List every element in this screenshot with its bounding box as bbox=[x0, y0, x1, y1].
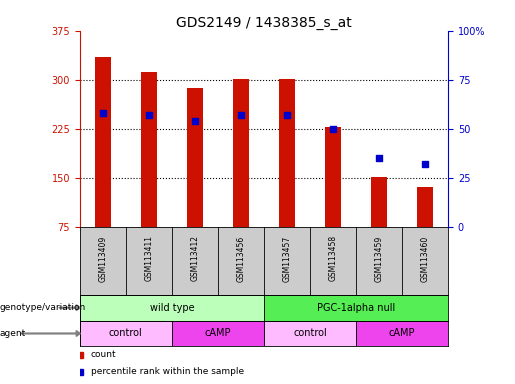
Text: GSM113458: GSM113458 bbox=[329, 235, 337, 281]
Bar bbox=[264, 295, 448, 321]
Text: cAMP: cAMP bbox=[204, 328, 231, 338]
Bar bbox=[371, 177, 387, 227]
Bar bbox=[141, 72, 157, 227]
Bar bbox=[95, 57, 111, 227]
Title: GDS2149 / 1438385_s_at: GDS2149 / 1438385_s_at bbox=[176, 16, 352, 30]
Bar bbox=[233, 79, 249, 227]
Text: GSM113457: GSM113457 bbox=[282, 235, 291, 281]
Text: control: control bbox=[109, 328, 143, 338]
Text: GSM113456: GSM113456 bbox=[236, 235, 246, 281]
Bar bbox=[279, 79, 295, 227]
Text: GSM113459: GSM113459 bbox=[374, 235, 384, 281]
Point bbox=[329, 126, 337, 132]
Point bbox=[283, 112, 291, 118]
Bar bbox=[356, 321, 448, 346]
Bar bbox=[172, 321, 264, 346]
Text: PGC-1alpha null: PGC-1alpha null bbox=[317, 303, 395, 313]
Text: genotype/variation: genotype/variation bbox=[0, 303, 86, 312]
Bar bbox=[80, 321, 172, 346]
Bar bbox=[417, 187, 433, 227]
Point bbox=[145, 112, 153, 118]
Bar bbox=[264, 321, 356, 346]
Point bbox=[191, 118, 199, 124]
Text: GSM113411: GSM113411 bbox=[144, 235, 153, 281]
Point bbox=[99, 110, 107, 116]
Point bbox=[375, 156, 383, 162]
Text: GSM113412: GSM113412 bbox=[191, 235, 199, 281]
Text: cAMP: cAMP bbox=[389, 328, 415, 338]
Text: GSM113460: GSM113460 bbox=[421, 235, 430, 281]
Bar bbox=[80, 295, 264, 321]
Text: agent: agent bbox=[0, 329, 26, 338]
Point bbox=[237, 112, 245, 118]
Bar bbox=[325, 127, 341, 227]
Text: percentile rank within the sample: percentile rank within the sample bbox=[91, 367, 244, 376]
Point bbox=[421, 161, 429, 167]
Text: control: control bbox=[293, 328, 327, 338]
Text: GSM113409: GSM113409 bbox=[98, 235, 107, 281]
Text: count: count bbox=[91, 350, 116, 359]
Text: wild type: wild type bbox=[149, 303, 194, 313]
Bar bbox=[187, 88, 203, 227]
